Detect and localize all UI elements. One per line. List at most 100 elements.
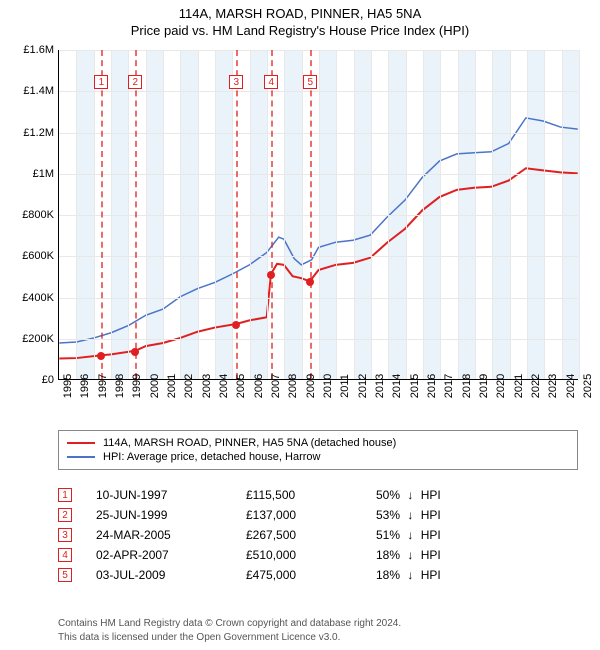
gridline bbox=[440, 50, 441, 379]
gridline bbox=[423, 50, 424, 379]
arrow-down-icon: ↓ bbox=[407, 488, 413, 502]
arrow-down-icon: ↓ bbox=[407, 548, 413, 562]
footer-line: Contains HM Land Registry data © Crown c… bbox=[58, 617, 578, 631]
x-axis-tick: 2003 bbox=[201, 374, 213, 398]
gridline bbox=[111, 50, 112, 379]
x-axis-tick: 2021 bbox=[513, 374, 525, 398]
y-axis-tick: £1.2M bbox=[0, 127, 54, 139]
gridline bbox=[336, 50, 337, 379]
page-title: 114A, MARSH ROAD, PINNER, HA5 5NA bbox=[0, 6, 600, 21]
x-axis-tick: 2007 bbox=[270, 374, 282, 398]
arrow-down-icon: ↓ bbox=[407, 508, 413, 522]
x-axis-tick: 1997 bbox=[97, 374, 109, 398]
gridline bbox=[371, 50, 372, 379]
gridline bbox=[250, 50, 251, 379]
gridline bbox=[76, 50, 77, 379]
tx-number-box: 5 bbox=[58, 568, 72, 582]
legend-stroke bbox=[67, 442, 95, 444]
x-axis-tick: 2002 bbox=[183, 374, 195, 398]
tx-price: £137,000 bbox=[246, 508, 376, 522]
gridline bbox=[458, 50, 459, 379]
tx-price: £115,500 bbox=[246, 488, 376, 502]
x-axis-tick: 2001 bbox=[166, 374, 178, 398]
x-axis-tick: 2024 bbox=[565, 374, 577, 398]
tx-number-box: 2 bbox=[58, 508, 72, 522]
tx-date: 24-MAR-2005 bbox=[96, 528, 246, 542]
sale-point bbox=[306, 278, 314, 286]
gridline bbox=[232, 50, 233, 379]
gridline bbox=[267, 50, 268, 379]
gridline bbox=[94, 50, 95, 379]
x-axis-tick: 1995 bbox=[62, 374, 74, 398]
arrow-down-icon: ↓ bbox=[407, 568, 413, 582]
x-axis-tick: 2022 bbox=[530, 374, 542, 398]
sale-marker-box: 4 bbox=[264, 75, 278, 89]
table-row: 402-APR-2007£510,00018% ↓ HPI bbox=[58, 548, 578, 562]
footer-line: This data is licensed under the Open Gov… bbox=[58, 631, 578, 645]
tx-date: 03-JUL-2009 bbox=[96, 568, 246, 582]
gridline bbox=[146, 50, 147, 379]
sale-point bbox=[131, 348, 139, 356]
legend-stroke bbox=[67, 456, 95, 458]
gridline bbox=[284, 50, 285, 379]
arrow-down-icon: ↓ bbox=[407, 528, 413, 542]
price-chart: 12345 bbox=[58, 50, 578, 380]
tx-diff: 18% ↓ HPI bbox=[376, 568, 496, 582]
y-axis-tick: £1.4M bbox=[0, 85, 54, 97]
legend: 114A, MARSH ROAD, PINNER, HA5 5NA (detac… bbox=[58, 430, 578, 470]
sale-marker-box: 5 bbox=[303, 75, 317, 89]
sale-marker-line bbox=[271, 50, 273, 379]
gridline bbox=[354, 50, 355, 379]
x-axis-tick: 2020 bbox=[495, 374, 507, 398]
gridline bbox=[198, 50, 199, 379]
tx-diff: 53% ↓ HPI bbox=[376, 508, 496, 522]
gridline bbox=[163, 50, 164, 379]
gridline bbox=[128, 50, 129, 379]
x-axis-tick: 1998 bbox=[114, 374, 126, 398]
tx-diff: 51% ↓ HPI bbox=[376, 528, 496, 542]
table-row: 110-JUN-1997£115,50050% ↓ HPI bbox=[58, 488, 578, 502]
x-axis-tick: 2017 bbox=[443, 374, 455, 398]
x-axis-tick: 2023 bbox=[547, 374, 559, 398]
table-row: 225-JUN-1999£137,00053% ↓ HPI bbox=[58, 508, 578, 522]
x-axis-tick: 2009 bbox=[305, 374, 317, 398]
page-subtitle: Price paid vs. HM Land Registry's House … bbox=[0, 23, 600, 38]
gridline bbox=[406, 50, 407, 379]
tx-price: £510,000 bbox=[246, 548, 376, 562]
transaction-table: 110-JUN-1997£115,50050% ↓ HPI 225-JUN-199… bbox=[58, 482, 578, 588]
x-axis-tick: 2000 bbox=[149, 374, 161, 398]
tx-date: 02-APR-2007 bbox=[96, 548, 246, 562]
gridline bbox=[215, 50, 216, 379]
x-axis-tick: 2014 bbox=[391, 374, 403, 398]
gridline bbox=[180, 50, 181, 379]
x-axis-tick: 2006 bbox=[253, 374, 265, 398]
x-axis-tick: 2008 bbox=[287, 374, 299, 398]
tx-number-box: 4 bbox=[58, 548, 72, 562]
legend-item-hpi: HPI: Average price, detached house, Harr… bbox=[67, 451, 569, 463]
gridline bbox=[544, 50, 545, 379]
gridline bbox=[302, 50, 303, 379]
gridline bbox=[492, 50, 493, 379]
x-axis-tick: 2025 bbox=[582, 374, 594, 398]
gridline bbox=[475, 50, 476, 379]
y-axis-tick: £600K bbox=[0, 250, 54, 262]
gridline bbox=[510, 50, 511, 379]
tx-diff: 50% ↓ HPI bbox=[376, 488, 496, 502]
table-row: 503-JUL-2009£475,00018% ↓ HPI bbox=[58, 568, 578, 582]
sale-point bbox=[267, 271, 275, 279]
y-axis-tick: £400K bbox=[0, 292, 54, 304]
table-row: 324-MAR-2005£267,50051% ↓ HPI bbox=[58, 528, 578, 542]
y-axis-tick: £200K bbox=[0, 333, 54, 345]
gridline bbox=[562, 50, 563, 379]
legend-item-property: 114A, MARSH ROAD, PINNER, HA5 5NA (detac… bbox=[67, 437, 569, 449]
x-axis-tick: 2011 bbox=[339, 374, 351, 398]
x-axis-tick: 2005 bbox=[235, 374, 247, 398]
sale-marker-line bbox=[135, 50, 137, 379]
gridline bbox=[388, 50, 389, 379]
x-axis-tick: 1996 bbox=[79, 374, 91, 398]
sale-marker-line bbox=[310, 50, 312, 379]
sale-marker-box: 1 bbox=[94, 75, 108, 89]
y-axis-tick: £1.6M bbox=[0, 44, 54, 56]
gridline bbox=[579, 50, 580, 379]
x-axis-tick: 2004 bbox=[218, 374, 230, 398]
